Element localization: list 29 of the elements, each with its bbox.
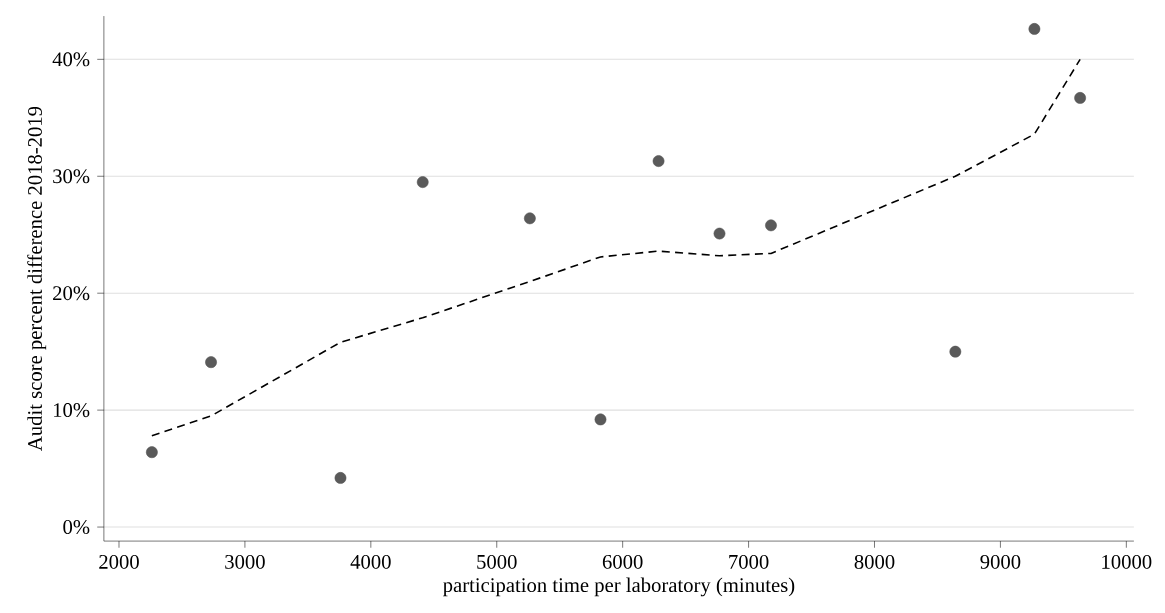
y-axis-title: Audit score percent difference 2018-2019 <box>27 106 47 451</box>
point <box>334 472 347 484</box>
point <box>1074 92 1086 104</box>
y-tick-label: 20% <box>53 286 90 301</box>
line-series <box>151 58 1081 437</box>
y-tick-label: 10% <box>54 403 90 418</box>
x-axis-title: participation time per laboratory (minutes) <box>443 577 795 597</box>
point <box>713 227 726 240</box>
point <box>765 219 777 232</box>
x-tick-label: 10000 <box>1102 554 1152 569</box>
point <box>416 176 429 188</box>
point <box>949 345 962 358</box>
y-tick-label: 40% <box>52 52 90 67</box>
x-tick-label: 9000 <box>980 554 1021 569</box>
x-tick-label: 2000 <box>99 554 139 569</box>
point <box>652 155 665 167</box>
x-tick-label: 6000 <box>602 554 643 569</box>
x-tick-label: 4000 <box>350 554 391 569</box>
x-tick-label: 5000 <box>477 554 517 569</box>
y-tick-label: 0% <box>63 520 90 535</box>
point <box>523 212 536 225</box>
x-tick-label: 3000 <box>225 554 265 569</box>
point <box>594 413 607 426</box>
point <box>1028 23 1041 35</box>
x-tick-label: 7000 <box>729 554 769 569</box>
y-tick-label: 30% <box>53 169 90 184</box>
x-tick-label: 8000 <box>854 554 895 569</box>
point <box>205 356 217 369</box>
point <box>145 446 158 459</box>
